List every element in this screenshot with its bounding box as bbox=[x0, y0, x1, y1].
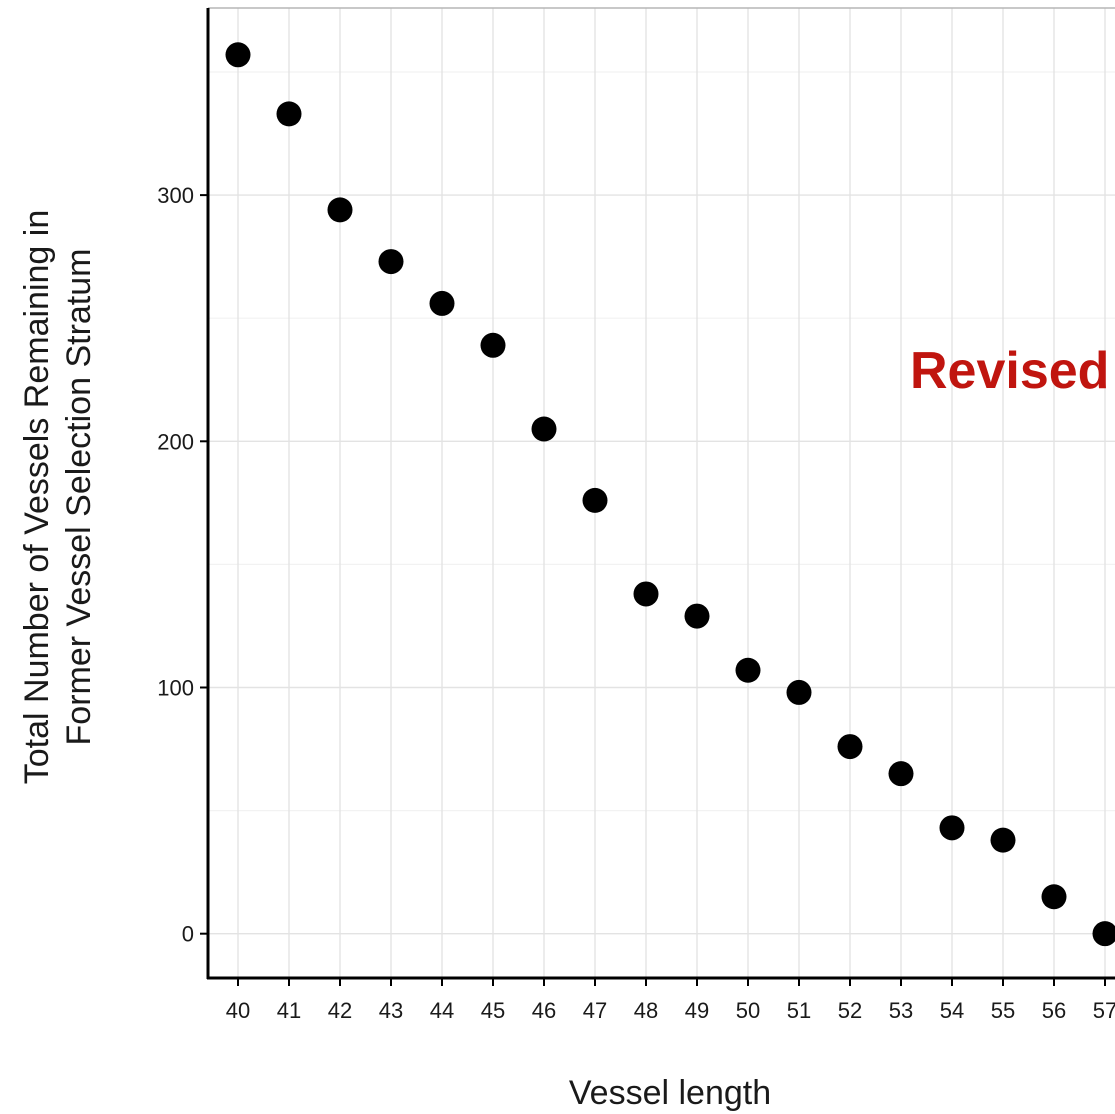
x-tick-label: 46 bbox=[532, 998, 556, 1023]
y-tick-label: 100 bbox=[157, 675, 194, 700]
x-tick-label: 52 bbox=[838, 998, 862, 1023]
data-point bbox=[531, 416, 557, 442]
plot-panel-background bbox=[208, 8, 1115, 978]
data-point bbox=[429, 290, 455, 316]
y-axis-title: Total Number of Vessels Remaining in For… bbox=[18, 210, 98, 785]
x-tick-label: 47 bbox=[583, 998, 607, 1023]
x-tick-label: 56 bbox=[1042, 998, 1066, 1023]
data-point bbox=[633, 581, 659, 607]
y-tick-label: 200 bbox=[157, 429, 194, 454]
x-tick-label: 45 bbox=[481, 998, 505, 1023]
data-point bbox=[480, 332, 506, 358]
data-point bbox=[582, 487, 608, 513]
y-axis-title-line-2: Former Vessel Selection Stratum bbox=[60, 249, 98, 746]
data-point bbox=[837, 734, 863, 760]
y-tick-label: 0 bbox=[182, 922, 194, 947]
data-point bbox=[225, 42, 251, 68]
data-point bbox=[1041, 884, 1067, 910]
data-point bbox=[735, 657, 761, 683]
x-tick-label: 48 bbox=[634, 998, 658, 1023]
x-tick-label: 55 bbox=[991, 998, 1015, 1023]
data-point bbox=[327, 197, 353, 223]
x-tick-label: 41 bbox=[277, 998, 301, 1023]
data-point bbox=[939, 815, 965, 841]
x-tick-label: 42 bbox=[328, 998, 352, 1023]
x-tick-label: 40 bbox=[226, 998, 250, 1023]
y-axis-ticks: 0 100 200 300 bbox=[157, 183, 208, 947]
x-axis-title: Vessel length bbox=[569, 1074, 771, 1112]
x-tick-label: 43 bbox=[379, 998, 403, 1023]
data-point bbox=[378, 249, 404, 275]
x-tick-label: 44 bbox=[430, 998, 454, 1023]
x-axis-ticks: 40 41 42 43 44 45 46 47 48 49 50 51 52 53 54 55 56 57 bbox=[226, 978, 1115, 1023]
data-points bbox=[225, 42, 1115, 947]
data-point bbox=[276, 101, 302, 127]
data-point bbox=[684, 603, 710, 629]
x-tick-label: 57 bbox=[1093, 998, 1115, 1023]
x-tick-label: 53 bbox=[889, 998, 913, 1023]
x-tick-label: 51 bbox=[787, 998, 811, 1023]
data-point bbox=[888, 761, 914, 787]
data-point bbox=[990, 827, 1016, 853]
x-tick-label: 54 bbox=[940, 998, 964, 1023]
data-point bbox=[1092, 921, 1115, 947]
x-tick-label: 49 bbox=[685, 998, 709, 1023]
revised-annotation: Revised bbox=[910, 342, 1109, 400]
y-tick-label: 300 bbox=[157, 183, 194, 208]
data-point bbox=[786, 679, 812, 705]
y-axis-title-line-1: Total Number of Vessels Remaining in bbox=[18, 210, 56, 785]
x-tick-label: 50 bbox=[736, 998, 760, 1023]
